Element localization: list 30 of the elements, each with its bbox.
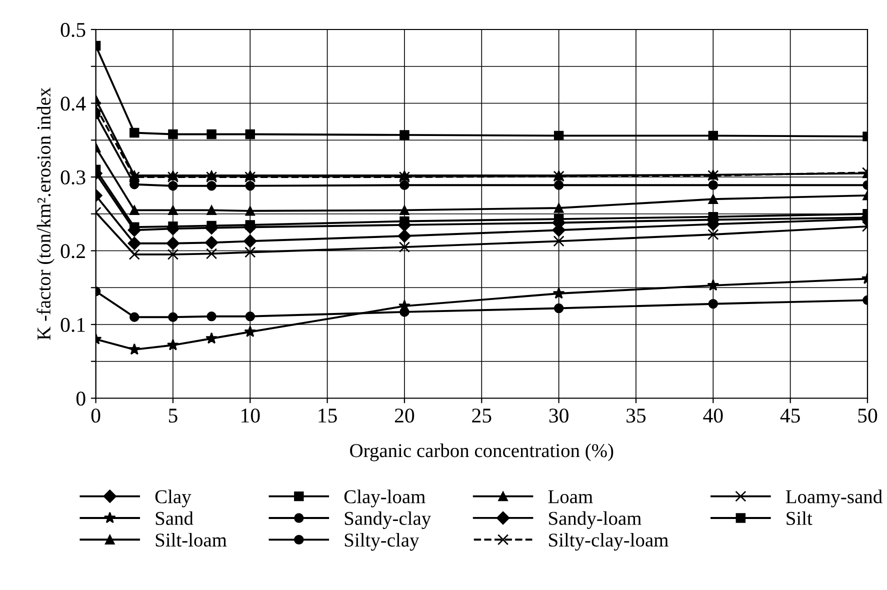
legend-label: Silt xyxy=(786,511,812,525)
y-tick-label: 0.1 xyxy=(60,318,85,332)
y-tick-label: 0.3 xyxy=(60,170,86,185)
legend-label: Silty-clay xyxy=(344,533,420,551)
y-tick-label: 0 xyxy=(76,392,86,406)
legend-label: Loamy-sand xyxy=(786,490,882,508)
x-tick-label: 5 xyxy=(168,408,178,423)
x-tick-label: 40 xyxy=(703,408,723,423)
y-tick-label: 0.5 xyxy=(60,22,86,38)
x-tick-label: 0 xyxy=(91,408,100,423)
legend-label: Loam xyxy=(548,490,593,504)
x-tick-label: 15 xyxy=(318,408,337,423)
x-tick-label: 30 xyxy=(549,408,568,423)
legend-label: Clay xyxy=(155,490,192,508)
legend-label: Silt-loam xyxy=(156,532,227,547)
x-tick-label: 10 xyxy=(242,408,260,423)
legend-label: Sandy-clay xyxy=(344,511,432,530)
x-tick-label: 50 xyxy=(858,408,878,423)
legend-label: Clay-loam xyxy=(344,490,426,508)
y-axis-title: K -factor (ton/km².erosion index xyxy=(36,88,54,340)
legend-label: Sand xyxy=(156,511,194,525)
y-tick-label: 0.4 xyxy=(60,96,86,111)
legend-label: Sandy-loam xyxy=(549,511,642,529)
x-tick-label: 45 xyxy=(780,408,800,423)
x-tick-label: 25 xyxy=(472,408,492,423)
x-tick-label: 35 xyxy=(626,408,646,423)
x-tick-label: 20 xyxy=(394,408,414,423)
legend-label: Silty-clay-loam xyxy=(549,532,668,551)
x-axis-title: Organic carbon concentration (%) xyxy=(350,444,614,462)
y-tick-label: 0.2 xyxy=(60,244,85,258)
